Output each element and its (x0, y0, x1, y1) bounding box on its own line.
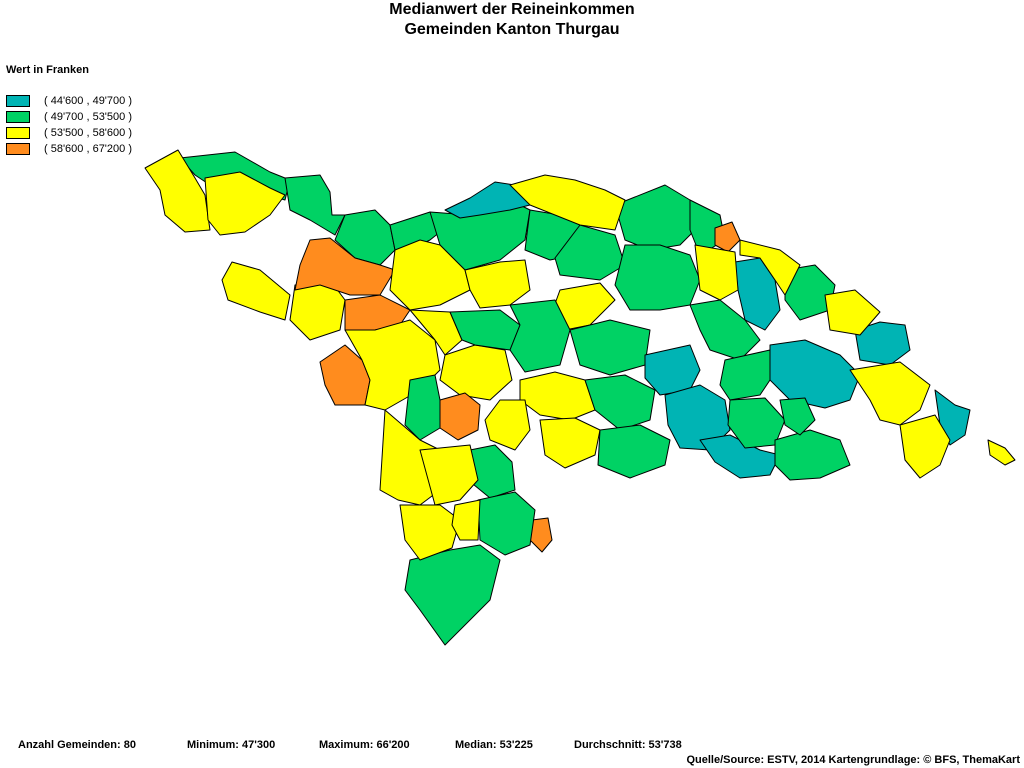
municipality-region[interactable] (719, 349, 771, 401)
municipality-region[interactable] (509, 299, 571, 373)
legend-item: ( 44'600 , 49'700 ) (6, 93, 132, 109)
stat-mean: Durchschnitt: 53'738 (574, 739, 682, 751)
municipality-region[interactable] (379, 409, 441, 506)
legend-swatch-4 (6, 143, 30, 155)
municipality-region[interactable] (399, 504, 461, 561)
municipality-region[interactable] (739, 239, 801, 296)
legend-item: ( 49'700 , 53'500 ) (6, 109, 132, 125)
municipality-region[interactable] (439, 344, 513, 401)
municipality-region[interactable] (204, 171, 286, 236)
legend-label-2: ( 49'700 , 53'500 ) (44, 111, 132, 123)
municipality-region[interactable] (779, 397, 816, 436)
legend-swatch-2 (6, 111, 30, 123)
municipality-region[interactable] (694, 244, 739, 301)
legend-item: ( 53'500 , 58'600 ) (6, 125, 132, 141)
source-credit: Quelle/Source: ESTV, 2014 Kartengrundlag… (686, 754, 1020, 766)
title-line-1: Medianwert der Reineinkommen (389, 1, 635, 18)
legend-item: ( 58'600 , 67'200 ) (6, 141, 132, 157)
municipality-region[interactable] (854, 321, 911, 366)
municipality-region[interactable] (439, 392, 481, 441)
municipality-region[interactable] (484, 399, 531, 451)
municipality-region[interactable] (614, 244, 701, 311)
municipality-region[interactable] (714, 221, 741, 253)
title-line-2: Gemeinden Kanton Thurgau (404, 21, 620, 38)
stat-minimum: Minimum: 47'300 (187, 739, 276, 751)
municipality-region[interactable] (509, 174, 626, 231)
legend-label-3: ( 53'500 , 58'600 ) (44, 127, 132, 139)
stat-maximum: Maximum: 66'200 (319, 739, 410, 751)
municipality-region[interactable] (221, 261, 291, 321)
municipality-region[interactable] (899, 414, 951, 479)
municipality-region[interactable] (284, 174, 346, 236)
municipality-region[interactable] (769, 339, 861, 409)
municipality-region[interactable] (689, 299, 761, 361)
municipality-region[interactable] (584, 374, 656, 431)
municipality-region[interactable] (477, 491, 536, 556)
municipality-region[interactable] (569, 319, 651, 376)
municipality-region[interactable] (774, 429, 851, 481)
legend-label-1: ( 44'600 , 49'700 ) (44, 95, 132, 107)
map-title: Medianwert der Reineinkommen Gemeinden K… (0, 0, 1024, 40)
municipality-region[interactable] (451, 499, 481, 541)
municipality-region[interactable] (519, 371, 596, 421)
legend-swatch-3 (6, 127, 30, 139)
municipality-region[interactable] (849, 361, 931, 426)
legend-label-4: ( 58'600 , 67'200 ) (44, 143, 132, 155)
municipality-region[interactable] (449, 309, 521, 351)
municipality-region[interactable] (404, 544, 501, 646)
municipality-region[interactable] (464, 259, 531, 309)
legend: Wert in Franken ( 44'600 , 49'700 ) ( 49… (6, 64, 132, 157)
municipality-region[interactable] (334, 209, 396, 266)
municipality-region[interactable] (539, 417, 601, 469)
stat-median: Median: 53'225 (455, 739, 533, 751)
legend-title: Wert in Franken (6, 64, 89, 76)
municipality-region[interactable] (554, 224, 626, 281)
stat-count: Anzahl Gemeinden: 80 (18, 739, 136, 751)
municipality-region[interactable] (144, 149, 211, 233)
municipality-region[interactable] (409, 309, 463, 356)
municipality-region[interactable] (419, 444, 479, 506)
municipality-region[interactable] (404, 374, 441, 441)
municipality-region[interactable] (824, 289, 881, 336)
municipality-region[interactable] (597, 424, 671, 479)
legend-swatch-1 (6, 95, 30, 107)
municipality-region[interactable] (614, 184, 701, 251)
municipality-region[interactable] (987, 439, 1016, 466)
